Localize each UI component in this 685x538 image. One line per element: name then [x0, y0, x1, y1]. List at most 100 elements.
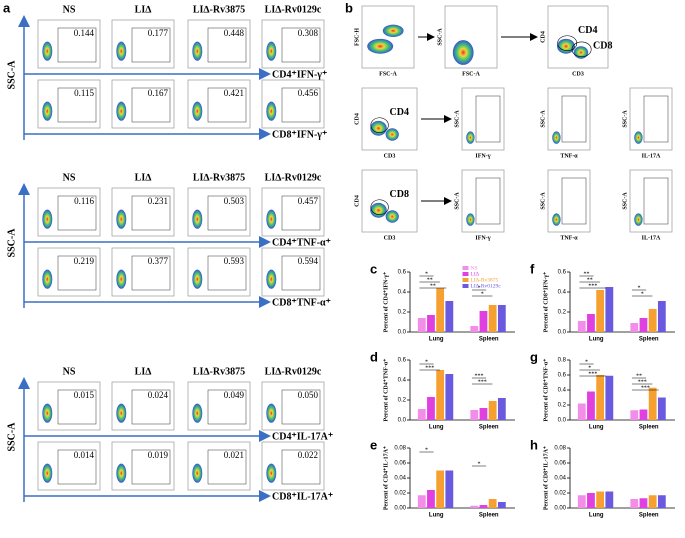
- legend-swatch: [462, 272, 469, 276]
- x-tick-label: Spleen: [479, 425, 499, 431]
- cell-cluster: [192, 101, 203, 121]
- gate: [281, 389, 321, 425]
- gate-label: CD4: [390, 107, 409, 118]
- y-axis-label: SSC-A: [540, 110, 546, 128]
- gate: [561, 177, 587, 225]
- plot-frame: [629, 87, 673, 151]
- y-tick-label: 0.00: [394, 506, 406, 512]
- gate: [561, 95, 587, 143]
- y-axis-label: Percent of CD8⁺TNF-α⁺: [542, 359, 549, 422]
- cell-cluster: [116, 41, 127, 61]
- bar: [488, 499, 497, 508]
- legend-swatch: [462, 278, 469, 282]
- significance: ***: [425, 365, 434, 371]
- row-label: CD4⁺IFN-γ⁺: [272, 69, 327, 80]
- y-tick-label: 0.06: [394, 461, 406, 467]
- plot-frame: [547, 5, 609, 69]
- significance: ***: [638, 379, 647, 385]
- gate-value: 0.014: [74, 450, 95, 460]
- cell-cluster: [266, 101, 277, 121]
- y-tick-label: 0.6: [398, 358, 407, 364]
- y-axis-label: Percent of CD4⁺TNF-α⁺: [382, 359, 389, 422]
- bar: [657, 495, 666, 508]
- legend-label: LI∆: [471, 271, 480, 277]
- legend-swatch: [462, 266, 469, 270]
- gate: [207, 449, 247, 485]
- bar: [657, 301, 666, 332]
- y-tick-label: 0.08: [554, 446, 566, 452]
- legend-swatch: [462, 284, 469, 288]
- gate-label: CD8: [593, 41, 612, 52]
- bar: [639, 498, 648, 508]
- bar: [417, 318, 426, 332]
- cell-cluster: [382, 24, 404, 37]
- gate-value: 0.024: [148, 390, 169, 400]
- group-header: LI∆-Rv0129c: [265, 366, 322, 377]
- y-tick-label: 0.08: [394, 446, 406, 452]
- gate-value: 0.015: [74, 390, 95, 400]
- gate: [131, 255, 171, 291]
- plot-frame: [361, 169, 418, 233]
- y-axis-label: SSC-A: [437, 28, 443, 46]
- gate: [643, 177, 669, 225]
- panel-letter: d: [370, 349, 378, 364]
- y-tick-label: 0.0: [558, 330, 567, 336]
- row-label: CD8⁺TNF-α⁺: [272, 297, 331, 308]
- bar: [639, 318, 648, 332]
- significance: ***: [588, 283, 597, 289]
- group-header: LI∆-Rv0129c: [265, 4, 322, 15]
- x-axis-label: FSC-A: [379, 71, 397, 77]
- x-axis-label: IL-17A: [642, 235, 661, 241]
- cell-cluster: [266, 403, 277, 423]
- significance: *: [481, 291, 484, 297]
- y-tick-label: 0.0: [398, 330, 407, 336]
- gate-value: 0.448: [224, 28, 245, 38]
- gate: [370, 117, 389, 133]
- gate-value: 0.456: [298, 88, 319, 98]
- gate: [571, 41, 592, 58]
- bar: [630, 410, 639, 420]
- bar: [427, 315, 435, 332]
- row-label: CD8⁺IFN-γ⁺: [272, 129, 327, 140]
- cell-cluster: [266, 269, 277, 289]
- bar: [648, 495, 657, 508]
- bar: [657, 397, 666, 420]
- y-tick-label: 0.2: [558, 310, 567, 316]
- y-axis-label: CD4: [540, 31, 546, 43]
- cell-cluster: [42, 269, 53, 289]
- significance: **: [430, 283, 436, 289]
- cell-cluster: [385, 128, 399, 141]
- y-tick-label: 0.06: [554, 461, 566, 467]
- panel-letter: e: [370, 437, 377, 452]
- bar: [577, 495, 586, 508]
- panel-letter: a: [3, 0, 11, 15]
- cell-cluster: [552, 131, 561, 144]
- bar: [427, 397, 435, 420]
- bar: [417, 409, 426, 420]
- y-tick-label: 0.6: [398, 270, 407, 276]
- gate-value: 0.144: [74, 28, 95, 38]
- gate: [281, 87, 321, 123]
- bar: [605, 491, 614, 508]
- gate: [207, 389, 247, 425]
- gate: [57, 195, 97, 231]
- y-tick-label: 0.04: [554, 476, 566, 482]
- cell-cluster: [116, 209, 127, 229]
- gate: [57, 27, 97, 63]
- legend-label: NS: [471, 265, 478, 271]
- group-header: LI∆-Rv3875: [193, 4, 245, 15]
- bar: [648, 387, 657, 420]
- gate-value: 0.167: [148, 88, 169, 98]
- cell-cluster: [266, 463, 277, 483]
- gate-value: 0.177: [148, 28, 169, 38]
- y-axis-label: SSC-A: [454, 192, 460, 210]
- x-axis-label: TNF-α: [560, 235, 578, 241]
- y-tick-label: 0.2: [558, 403, 567, 409]
- cell-cluster: [42, 403, 53, 423]
- x-tick-label: Spleen: [639, 337, 659, 343]
- gate: [475, 177, 501, 225]
- y-axis-label: Percent of CD4⁺IFN-γ⁺: [382, 272, 389, 333]
- bar: [596, 491, 605, 508]
- group-header: LI∆: [135, 4, 153, 15]
